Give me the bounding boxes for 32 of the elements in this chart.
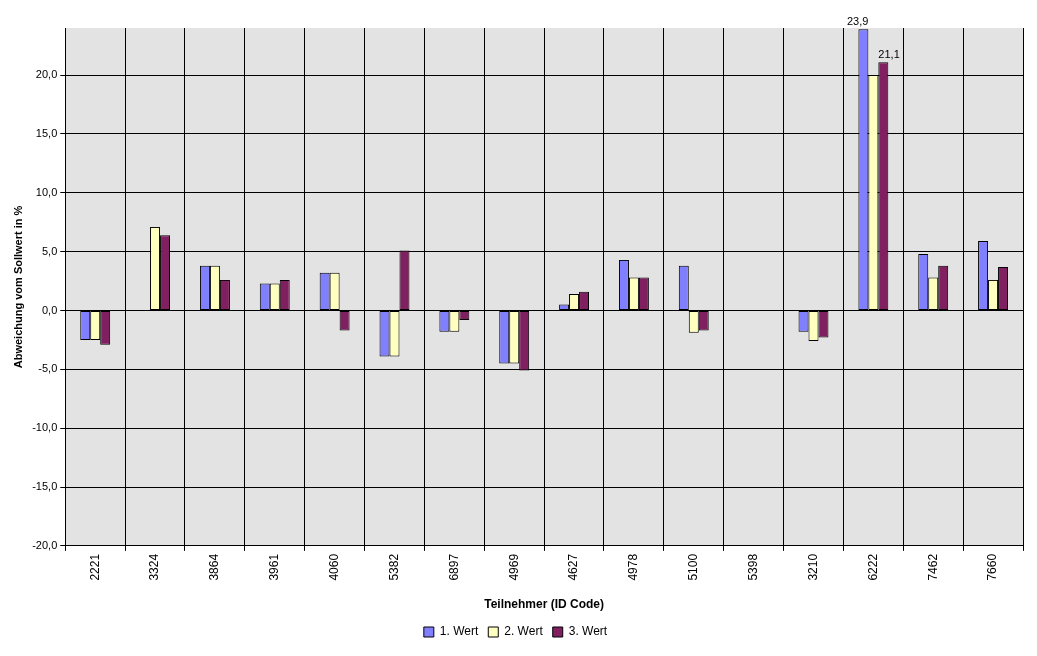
data-label: 23,9	[846, 14, 869, 27]
y-tick-label: -5,0	[38, 362, 58, 375]
legend-label: 1. Wert	[439, 624, 479, 639]
x-tick-label: 4627	[566, 553, 581, 581]
x-tick-label: 3961	[267, 553, 282, 581]
legend-label: 3. Wert	[568, 624, 608, 639]
y-tick-label: 10,0	[35, 185, 58, 198]
y-tick-label: -10,0	[32, 421, 58, 434]
y-tick-label: 15,0	[35, 126, 58, 139]
x-axis-title: Teilnehmer (ID Code)	[484, 597, 605, 612]
x-tick-label: 4978	[626, 553, 641, 581]
y-tick-label: 0,0	[41, 303, 58, 316]
x-tick-label: 2221	[87, 553, 102, 581]
y-tick-label: -15,0	[32, 480, 58, 493]
x-tick-label: 7660	[985, 553, 1000, 581]
legend-label: 2. Wert	[504, 624, 544, 639]
x-tick-label: 3864	[207, 553, 222, 581]
x-tick-label: 7462	[925, 553, 940, 581]
y-axis-title: Abweichung vom Sollwert in %	[11, 205, 24, 369]
data-label: 21,1	[878, 47, 900, 60]
y-tick-label: -20,0	[32, 538, 58, 551]
x-tick-label: 6897	[446, 553, 461, 581]
x-tick-label: 5382	[386, 553, 401, 581]
x-tick-label: 4060	[326, 553, 341, 581]
x-tick-label: 5398	[745, 553, 760, 581]
x-tick-label: 4969	[506, 553, 521, 581]
x-tick-label: 3210	[805, 553, 820, 581]
x-tick-label: 6222	[865, 553, 880, 581]
x-tick-label: 5100	[686, 553, 701, 581]
y-tick-label: 5,0	[41, 244, 58, 257]
y-tick-label: 20,0	[35, 68, 58, 81]
x-tick-label: 3324	[147, 553, 162, 581]
